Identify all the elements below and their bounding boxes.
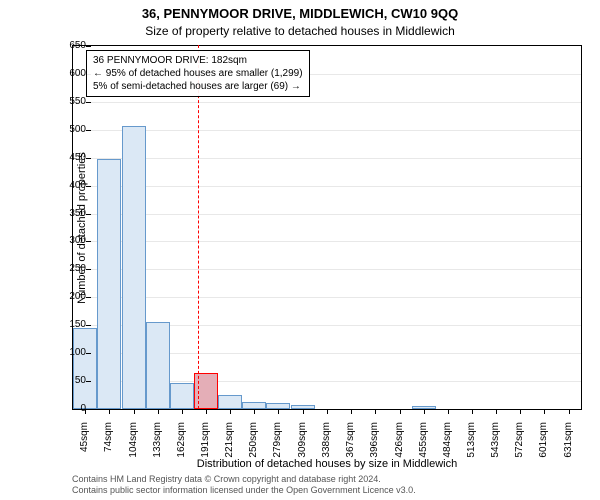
x-tick-label: 513sqm xyxy=(467,422,477,472)
reference-line xyxy=(198,45,199,409)
x-tick-mark xyxy=(182,409,183,414)
x-tick-label: 367sqm xyxy=(346,422,356,472)
histogram-bar xyxy=(218,395,242,409)
x-tick-mark xyxy=(496,409,497,414)
x-tick-mark xyxy=(544,409,545,414)
y-gridline xyxy=(73,186,581,187)
x-tick-mark xyxy=(472,409,473,414)
attribution-line: Contains public sector information licen… xyxy=(72,485,582,496)
x-tick-label: 572sqm xyxy=(515,422,525,472)
x-tick-label: 279sqm xyxy=(273,422,283,472)
y-tick-label: 650 xyxy=(36,41,86,51)
x-tick-label: 162sqm xyxy=(177,422,187,472)
y-tick-label: 50 xyxy=(36,376,86,386)
x-tick-label: 543sqm xyxy=(491,422,501,472)
y-tick-label: 600 xyxy=(36,69,86,79)
x-tick-label: 250sqm xyxy=(249,422,259,472)
x-tick-label: 191sqm xyxy=(201,422,211,472)
histogram-bar xyxy=(146,322,170,409)
y-gridline xyxy=(73,214,581,215)
y-tick-mark xyxy=(86,409,91,410)
attribution-line: Contains HM Land Registry data © Crown c… xyxy=(72,474,582,485)
histogram-bar xyxy=(242,402,266,409)
x-tick-label: 426sqm xyxy=(395,422,405,472)
y-tick-label: 100 xyxy=(36,348,86,358)
x-tick-label: 45sqm xyxy=(80,422,90,472)
x-tick-mark xyxy=(351,409,352,414)
x-tick-mark xyxy=(424,409,425,414)
y-tick-label: 300 xyxy=(36,236,86,246)
y-tick-mark xyxy=(86,102,91,103)
y-tick-mark xyxy=(86,297,91,298)
x-tick-label: 104sqm xyxy=(129,422,139,472)
x-tick-label: 484sqm xyxy=(443,422,453,472)
y-tick-mark xyxy=(86,186,91,187)
annotation-box: 36 PENNYMOOR DRIVE: 182sqm← 95% of detac… xyxy=(86,50,310,97)
plot-area xyxy=(72,45,582,410)
x-tick-label: 74sqm xyxy=(104,422,114,472)
y-tick-mark xyxy=(86,353,91,354)
x-tick-mark xyxy=(230,409,231,414)
y-tick-label: 0 xyxy=(36,404,86,414)
y-gridline xyxy=(73,158,581,159)
y-tick-mark xyxy=(86,130,91,131)
x-tick-mark xyxy=(134,409,135,414)
annotation-line: 5% of semi-detached houses are larger (6… xyxy=(93,80,303,93)
x-tick-label: 396sqm xyxy=(370,422,380,472)
y-tick-mark xyxy=(86,381,91,382)
histogram-bar xyxy=(170,383,194,409)
histogram-bar xyxy=(97,159,121,409)
x-tick-mark xyxy=(158,409,159,414)
x-tick-mark xyxy=(206,409,207,414)
y-gridline xyxy=(73,102,581,103)
chart-container: 36, PENNYMOOR DRIVE, MIDDLEWICH, CW10 9Q… xyxy=(0,0,600,500)
x-tick-mark xyxy=(448,409,449,414)
attribution: Contains HM Land Registry data © Crown c… xyxy=(72,474,582,496)
y-tick-mark xyxy=(86,325,91,326)
y-tick-mark xyxy=(86,241,91,242)
x-tick-mark xyxy=(569,409,570,414)
x-tick-label: 455sqm xyxy=(419,422,429,472)
x-tick-mark xyxy=(400,409,401,414)
annotation-line: 36 PENNYMOOR DRIVE: 182sqm xyxy=(93,54,303,67)
y-gridline xyxy=(73,130,581,131)
y-gridline xyxy=(73,297,581,298)
y-gridline xyxy=(73,269,581,270)
y-tick-label: 250 xyxy=(36,264,86,274)
x-tick-mark xyxy=(375,409,376,414)
y-tick-label: 400 xyxy=(36,181,86,191)
histogram-bar xyxy=(122,126,146,409)
x-tick-mark xyxy=(303,409,304,414)
x-tick-label: 221sqm xyxy=(225,422,235,472)
annotation-line: ← 95% of detached houses are smaller (1,… xyxy=(93,67,303,80)
x-tick-label: 338sqm xyxy=(322,422,332,472)
chart-subtitle: Size of property relative to detached ho… xyxy=(0,24,600,38)
y-gridline xyxy=(73,241,581,242)
y-tick-label: 500 xyxy=(36,125,86,135)
y-tick-label: 200 xyxy=(36,292,86,302)
y-tick-label: 550 xyxy=(36,97,86,107)
y-tick-mark xyxy=(86,158,91,159)
chart-title: 36, PENNYMOOR DRIVE, MIDDLEWICH, CW10 9Q… xyxy=(0,6,600,21)
y-tick-mark xyxy=(86,46,91,47)
x-tick-mark xyxy=(254,409,255,414)
x-tick-mark xyxy=(109,409,110,414)
x-tick-label: 309sqm xyxy=(298,422,308,472)
y-tick-label: 350 xyxy=(36,209,86,219)
y-tick-label: 450 xyxy=(36,153,86,163)
x-tick-mark xyxy=(85,409,86,414)
x-tick-mark xyxy=(327,409,328,414)
x-tick-label: 631sqm xyxy=(564,422,574,472)
y-tick-label: 150 xyxy=(36,320,86,330)
y-tick-mark xyxy=(86,214,91,215)
histogram-bar xyxy=(73,328,97,409)
x-tick-mark xyxy=(520,409,521,414)
y-tick-mark xyxy=(86,269,91,270)
x-tick-mark xyxy=(278,409,279,414)
x-tick-label: 133sqm xyxy=(153,422,163,472)
x-tick-label: 601sqm xyxy=(539,422,549,472)
